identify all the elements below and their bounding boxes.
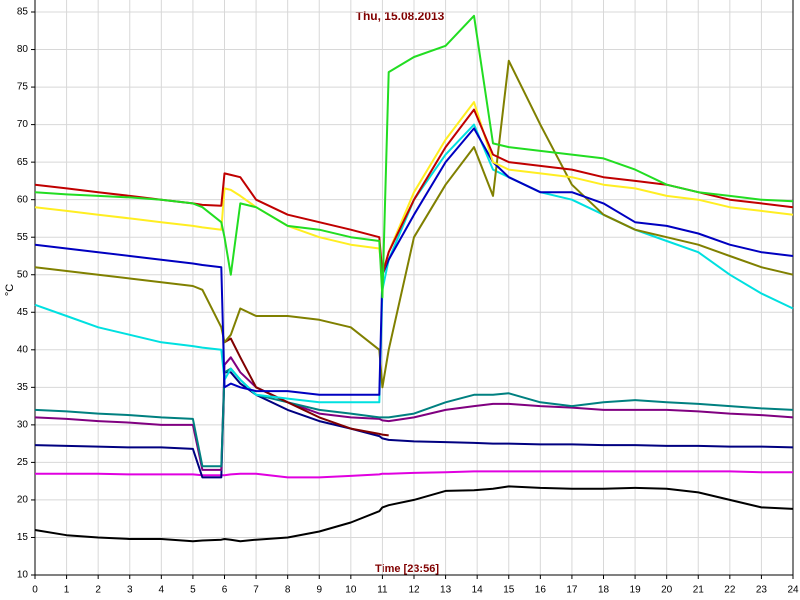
x-tick-label: 17 [566, 585, 578, 596]
x-tick-label: 10 [345, 585, 357, 596]
y-tick-label: 25 [17, 457, 29, 468]
x-tick-label: 8 [285, 585, 291, 596]
series-line [223, 337, 389, 437]
y-tick-label: 40 [17, 344, 29, 355]
x-tick-label: 15 [503, 585, 515, 596]
x-tick-label: 11 [377, 585, 388, 596]
x-tick-label: 13 [440, 585, 452, 596]
y-tick-label: 75 [17, 82, 29, 93]
y-tick-label: 35 [17, 382, 29, 393]
y-tick-label: 70 [17, 119, 29, 130]
x-tick-label: 7 [253, 585, 259, 596]
x-tick-label: 23 [756, 585, 768, 596]
y-tick-label: 15 [17, 532, 29, 543]
x-tick-label: 1 [64, 585, 70, 596]
x-tick-label: 4 [159, 585, 165, 596]
series-line [34, 14, 794, 299]
x-tick-label: 6 [222, 585, 228, 596]
x-tick-label: 9 [316, 585, 322, 596]
series-line [35, 470, 793, 479]
x-tick-label: 5 [190, 585, 196, 596]
x-tick-label: 16 [535, 585, 547, 596]
x-tick-label: 3 [127, 585, 133, 596]
y-tick-label: 85 [17, 7, 29, 18]
series-line [34, 367, 794, 468]
y-tick-label: 45 [17, 307, 29, 318]
x-tick-label: 2 [95, 585, 101, 596]
y-tick-label: 10 [17, 570, 29, 581]
x-tick-label: 19 [630, 585, 642, 596]
y-tick-label: 80 [17, 44, 29, 55]
x-tick-label: 18 [598, 585, 610, 596]
y-axis-label: °C [4, 284, 16, 296]
y-tick-label: 30 [17, 420, 29, 431]
y-tick-label: 20 [17, 495, 29, 506]
series-line [34, 356, 794, 471]
series-line [34, 371, 794, 479]
y-tick-label: 50 [17, 269, 29, 280]
y-tick-label: 65 [17, 157, 29, 168]
x-tick-label: 12 [408, 585, 420, 596]
series-line [34, 485, 794, 543]
y-tick-label: 55 [17, 232, 29, 243]
x-tick-label: 21 [693, 585, 705, 596]
x-tick-label: 14 [472, 585, 484, 596]
x-tick-label: 24 [787, 585, 799, 596]
chart-title: Thu, 15.08.2013 [356, 9, 445, 23]
series-line [34, 127, 794, 396]
y-tick-label: 60 [17, 194, 29, 205]
x-tick-label: 22 [724, 585, 736, 596]
x-tick-label: 0 [32, 585, 38, 596]
x-tick-label: 20 [661, 585, 673, 596]
x-axis-label: Time [23:56] [375, 563, 439, 575]
